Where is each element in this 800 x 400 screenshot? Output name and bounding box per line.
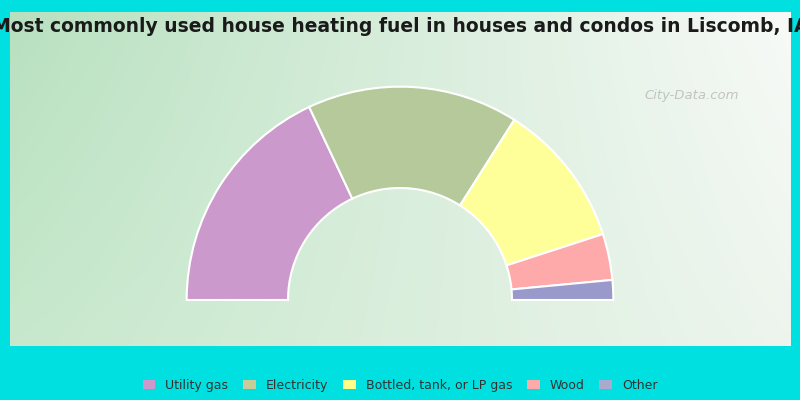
Wedge shape (309, 87, 514, 206)
Wedge shape (460, 120, 603, 265)
Text: City-Data.com: City-Data.com (645, 90, 739, 102)
Wedge shape (186, 107, 352, 300)
Legend: Utility gas, Electricity, Bottled, tank, or LP gas, Wood, Other: Utility gas, Electricity, Bottled, tank,… (142, 379, 658, 392)
Wedge shape (511, 280, 614, 300)
Text: Most commonly used house heating fuel in houses and condos in Liscomb, IA: Most commonly used house heating fuel in… (0, 17, 800, 36)
Wedge shape (506, 234, 612, 290)
